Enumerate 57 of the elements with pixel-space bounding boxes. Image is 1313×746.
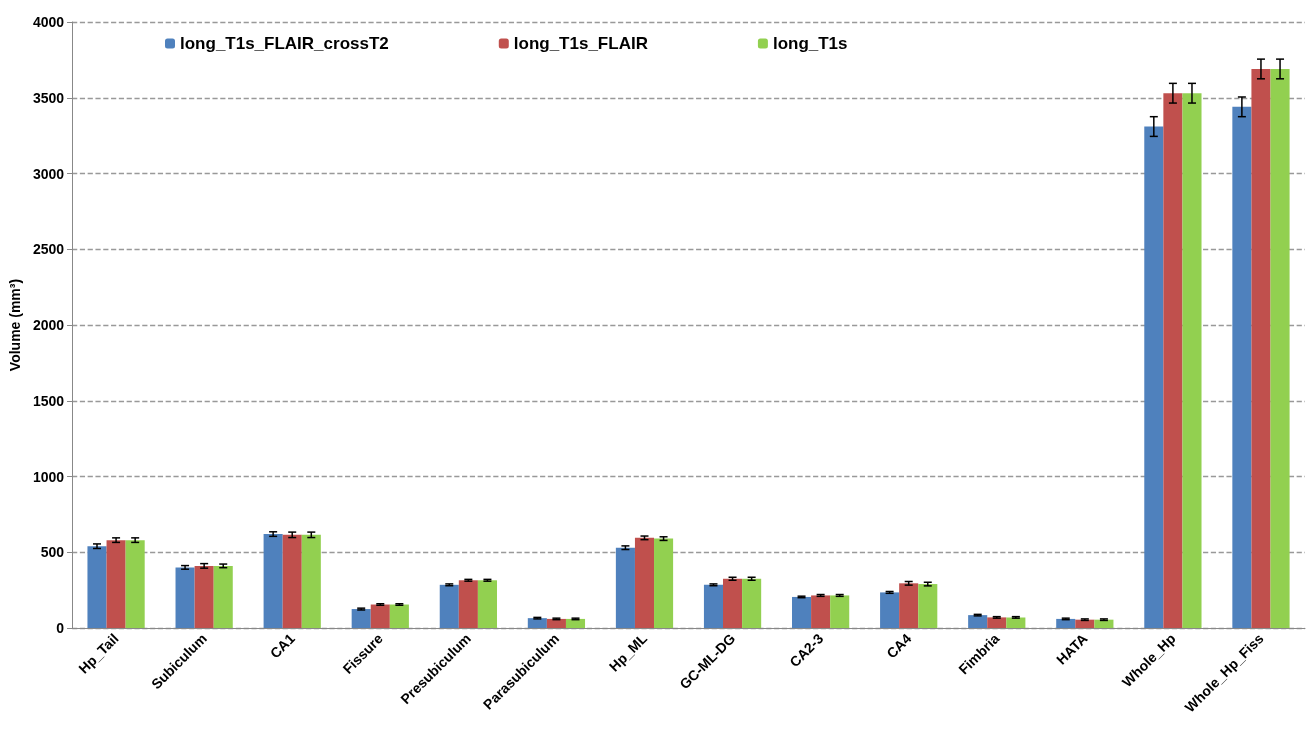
bar xyxy=(282,534,302,628)
bar xyxy=(1056,618,1076,628)
bar xyxy=(615,547,635,628)
bar xyxy=(1251,68,1271,628)
bar xyxy=(1144,126,1164,628)
bar xyxy=(477,580,497,628)
bar xyxy=(546,618,566,628)
bar xyxy=(703,584,724,628)
y-tick-label: 2500 xyxy=(32,241,65,258)
bar xyxy=(634,537,655,628)
bar xyxy=(439,584,459,628)
bar xyxy=(175,567,195,628)
x-tick-label: CA4 xyxy=(883,630,915,662)
bar xyxy=(1163,93,1183,628)
bar xyxy=(1270,68,1290,628)
bar xyxy=(565,618,586,628)
bar xyxy=(351,609,371,628)
y-tick-label: 1500 xyxy=(32,392,65,409)
bar xyxy=(880,592,900,628)
legend-label: long_T1s xyxy=(772,34,848,53)
y-tick-label: 4000 xyxy=(32,14,65,30)
bar xyxy=(194,565,214,628)
bar xyxy=(830,595,850,628)
bar xyxy=(987,617,1007,628)
bar xyxy=(968,615,988,628)
bar xyxy=(1094,619,1114,628)
bar xyxy=(301,534,321,628)
bar xyxy=(370,604,390,628)
y-tick-label: 3000 xyxy=(32,165,65,182)
x-tick-label: CA1 xyxy=(266,630,299,662)
bar xyxy=(1075,619,1095,628)
bar xyxy=(458,580,478,628)
bar xyxy=(1182,93,1202,628)
bar xyxy=(527,618,547,628)
y-tick-label: 0 xyxy=(56,620,65,636)
bar xyxy=(87,546,107,628)
y-axis-title: Volume (mm³) xyxy=(7,278,23,372)
y-tick-label: 3500 xyxy=(32,89,65,106)
bar xyxy=(1006,617,1026,628)
bar xyxy=(899,583,919,628)
bar xyxy=(125,540,145,628)
bar xyxy=(654,538,674,628)
y-tick-label: 1000 xyxy=(32,468,65,485)
bar xyxy=(792,596,812,628)
bar xyxy=(213,565,233,628)
bar xyxy=(811,595,831,628)
bar xyxy=(389,604,409,628)
y-tick-label: 2000 xyxy=(32,317,65,333)
bar xyxy=(263,534,283,628)
bar xyxy=(1232,106,1252,628)
legend-label: long_T1s_FLAIR xyxy=(513,34,648,53)
bar xyxy=(723,578,743,628)
legend-label: long_T1s_FLAIR_crossT2 xyxy=(180,34,389,53)
bar xyxy=(106,540,126,628)
bar xyxy=(918,584,938,628)
bar xyxy=(742,578,762,628)
y-tick-label: 500 xyxy=(40,544,65,561)
